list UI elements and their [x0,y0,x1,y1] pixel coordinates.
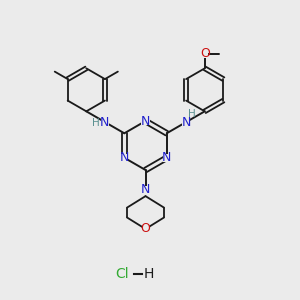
Text: O: O [200,47,210,61]
Text: Cl: Cl [116,267,129,281]
Text: H: H [92,118,100,128]
Text: N: N [141,183,150,196]
Bar [202,50,208,58]
Text: N: N [120,151,129,164]
Bar [120,154,128,162]
Text: N: N [182,116,191,129]
Text: H: H [188,109,195,119]
Bar [101,118,109,126]
Bar [142,185,149,193]
Text: N: N [162,151,171,164]
Text: N: N [100,116,110,129]
Text: H: H [143,267,154,281]
Bar [163,154,171,162]
Text: N: N [141,115,150,128]
Bar [182,118,190,126]
Bar [142,225,149,233]
Text: O: O [141,223,151,236]
Bar [141,117,150,125]
